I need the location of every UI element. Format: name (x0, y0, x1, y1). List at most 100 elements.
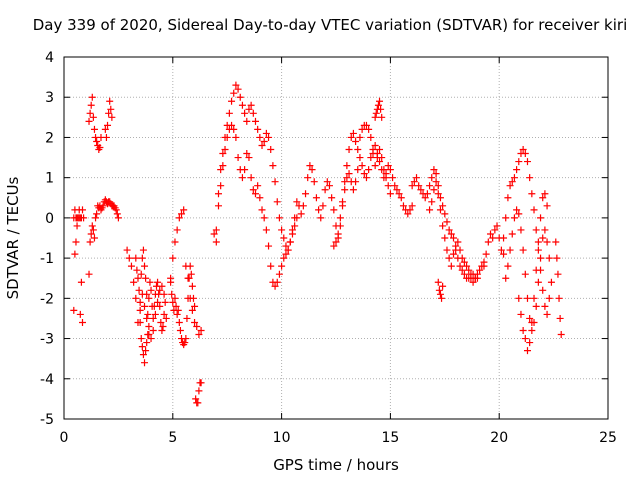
data-point (306, 162, 314, 170)
data-point (171, 294, 179, 302)
data-point (278, 262, 286, 270)
data-point (265, 133, 273, 141)
data-point (141, 302, 149, 310)
data-point (447, 262, 455, 270)
axis-tick-labels: 0 5 10 15 20 25 -5 -4 -3 -2 -1 0 1 2 3 4 (40, 50, 617, 446)
data-point (426, 206, 434, 214)
data-point (188, 282, 196, 290)
data-point (90, 125, 98, 133)
data-point (362, 174, 370, 182)
data-point (434, 182, 442, 190)
data-point (347, 133, 355, 141)
data-point (265, 242, 273, 250)
data-point (537, 214, 545, 222)
data-point (256, 194, 264, 202)
data-point (113, 210, 121, 218)
data-point (386, 166, 394, 174)
data-point (450, 234, 458, 242)
data-point (358, 125, 366, 133)
data-point (258, 141, 266, 149)
data-point (143, 339, 151, 347)
data-point (460, 270, 468, 278)
data-point (504, 262, 512, 270)
data-point (308, 166, 316, 174)
data-point (197, 379, 205, 387)
data-point (291, 214, 299, 222)
data-point (280, 254, 288, 262)
data-point (93, 137, 101, 145)
data-point (341, 178, 349, 186)
data-point (469, 278, 477, 286)
data-point (408, 202, 416, 210)
data-point (191, 318, 199, 326)
data-point (432, 178, 440, 186)
data-point (360, 170, 368, 178)
data-point (169, 254, 177, 262)
data-point (372, 109, 380, 117)
data-point (325, 182, 333, 190)
data-point (517, 226, 525, 234)
data-point (234, 85, 242, 93)
data-point (127, 262, 135, 270)
data-point (87, 101, 95, 109)
data-point (369, 146, 377, 154)
data-point (443, 246, 451, 254)
data-point (249, 186, 257, 194)
data-point (130, 278, 138, 286)
data-point (137, 335, 145, 343)
data-point (334, 230, 342, 238)
data-point (506, 182, 514, 190)
data-point (382, 170, 390, 178)
data-point (245, 154, 253, 162)
data-point (288, 226, 296, 234)
y-axis-label: SDTVAR / TECUs (4, 176, 22, 299)
data-point (249, 109, 257, 117)
data-point (136, 298, 144, 306)
data-point (553, 254, 561, 262)
data-point (458, 266, 466, 274)
data-point (497, 246, 505, 254)
data-point (336, 214, 344, 222)
data-point (352, 137, 360, 145)
data-point (156, 286, 164, 294)
data-point (528, 190, 536, 198)
data-point (435, 286, 443, 294)
data-point (273, 278, 281, 286)
data-point (178, 210, 186, 218)
data-point (523, 294, 531, 302)
data-point (247, 101, 255, 109)
data-point (430, 166, 438, 174)
data-point (417, 186, 425, 194)
data-point (230, 125, 238, 133)
data-point (528, 318, 536, 326)
data-point (515, 158, 523, 166)
data-point (146, 278, 154, 286)
data-point (302, 190, 310, 198)
data-point (377, 105, 385, 113)
data-point (486, 230, 494, 238)
data-point (441, 234, 449, 242)
data-point (534, 238, 542, 246)
data-point (438, 294, 446, 302)
data-point (254, 182, 262, 190)
data-point (555, 294, 563, 302)
series-group (132, 246, 169, 335)
data-point (85, 270, 93, 278)
data-point (371, 113, 379, 121)
data-point (194, 399, 202, 407)
series-group (502, 206, 553, 335)
data-point (443, 218, 451, 226)
data-point (269, 162, 277, 170)
data-point (143, 314, 151, 322)
series-group (515, 190, 551, 355)
data-point (234, 154, 242, 162)
data-point (476, 266, 484, 274)
y-tick-label: 2 (45, 130, 54, 146)
data-point (532, 302, 540, 310)
data-point (463, 262, 471, 270)
data-point (76, 310, 84, 318)
data-point (172, 302, 180, 310)
data-point (104, 121, 112, 129)
data-point (89, 226, 97, 234)
data-point (160, 310, 168, 318)
